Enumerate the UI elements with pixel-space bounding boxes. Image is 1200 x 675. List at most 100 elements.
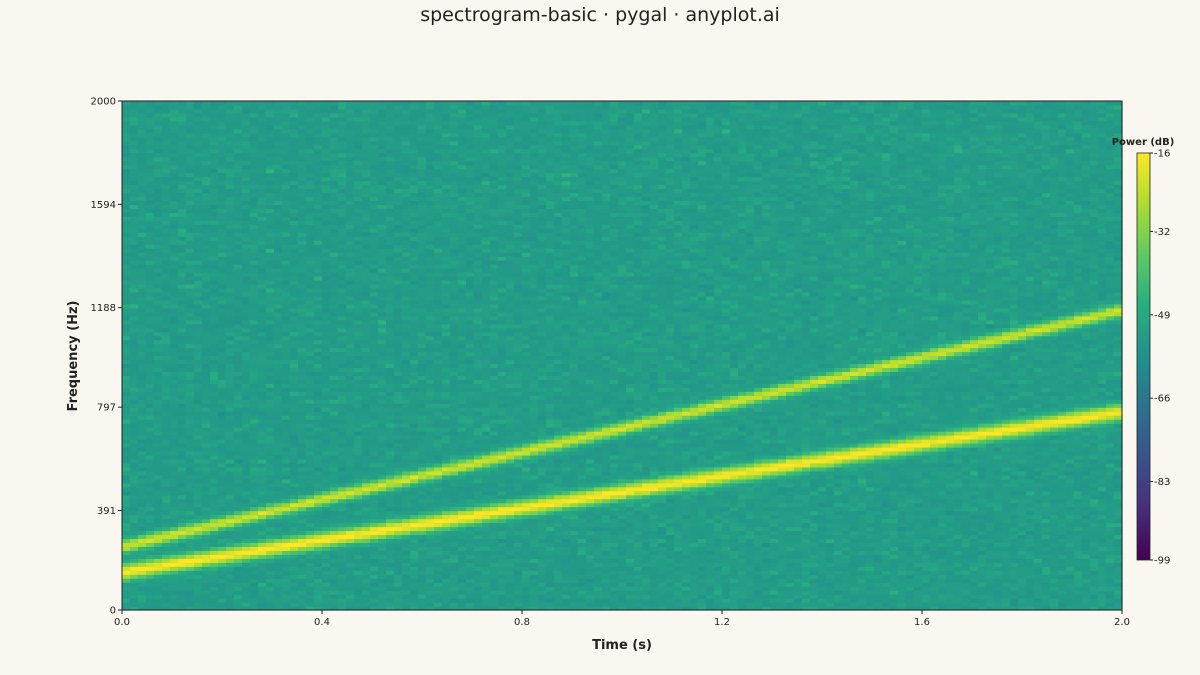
heatmap-cell	[234, 137, 243, 142]
heatmap-cell	[402, 165, 411, 170]
heatmap-cell	[282, 185, 291, 190]
heatmap-cell	[234, 320, 243, 325]
heatmap-cell	[410, 399, 419, 404]
heatmap-cell	[346, 523, 355, 528]
heatmap-cell	[426, 185, 435, 190]
heatmap-cell	[402, 471, 411, 476]
heatmap-cell	[394, 526, 403, 531]
heatmap-cell	[234, 459, 243, 464]
heatmap-cell	[258, 435, 267, 440]
heatmap-cell	[314, 280, 323, 285]
heatmap-cell	[258, 423, 267, 428]
heatmap-cell	[170, 475, 179, 480]
heatmap-cell	[202, 582, 211, 587]
heatmap-cell	[202, 487, 211, 492]
heatmap-cell	[290, 455, 299, 460]
heatmap-cell	[122, 344, 131, 349]
heatmap-cell	[138, 256, 147, 261]
heatmap-cell	[250, 109, 259, 114]
heatmap-cell	[210, 129, 219, 134]
heatmap-cell	[426, 451, 435, 456]
heatmap-cell	[370, 511, 379, 516]
heatmap-cell	[154, 200, 163, 205]
heatmap-cell	[306, 439, 315, 444]
heatmap-cell	[346, 499, 355, 504]
heatmap-cell	[210, 447, 219, 452]
heatmap-cell	[426, 602, 435, 607]
heatmap-cell	[282, 515, 291, 520]
heatmap-cell	[154, 177, 163, 182]
heatmap-cell	[146, 177, 155, 182]
heatmap-cell	[314, 105, 323, 110]
heatmap-cell	[226, 165, 235, 170]
heatmap-cell	[122, 574, 131, 579]
heatmap-cell	[354, 415, 363, 420]
heatmap-cell	[154, 336, 163, 341]
heatmap-cell	[370, 177, 379, 182]
heatmap-cell	[242, 133, 251, 138]
heatmap-cell	[202, 526, 211, 531]
heatmap-cell	[338, 145, 347, 150]
heatmap-cell	[218, 284, 227, 289]
heatmap-cell	[170, 459, 179, 464]
heatmap-cell	[146, 598, 155, 603]
heatmap-cell	[274, 399, 283, 404]
heatmap-cell	[354, 590, 363, 595]
heatmap-cell	[122, 161, 131, 166]
heatmap-cell	[306, 137, 315, 142]
heatmap-cell	[122, 185, 131, 190]
heatmap-cell	[314, 395, 323, 400]
heatmap-cell	[218, 530, 227, 535]
heatmap-cell	[210, 371, 219, 376]
heatmap-cell	[170, 105, 179, 110]
heatmap-cell	[362, 423, 371, 428]
heatmap-cell	[402, 276, 411, 281]
heatmap-cell	[330, 550, 339, 555]
heatmap-cell	[410, 177, 419, 182]
heatmap-cell	[226, 292, 235, 297]
heatmap-cell	[330, 367, 339, 372]
heatmap-cell	[394, 145, 403, 150]
heatmap-cell	[298, 228, 307, 233]
heatmap-cell	[402, 558, 411, 563]
heatmap-cell	[130, 169, 139, 174]
heatmap-cell	[250, 256, 259, 261]
heatmap-cell	[354, 161, 363, 166]
heatmap-cell	[146, 566, 155, 571]
heatmap-cell	[298, 562, 307, 567]
heatmap-cell	[338, 479, 347, 484]
heatmap-cell	[306, 526, 315, 531]
heatmap-cell	[242, 185, 251, 190]
heatmap-cell	[354, 121, 363, 126]
heatmap-cell	[306, 220, 315, 225]
heatmap-cell	[170, 359, 179, 364]
heatmap-cell	[146, 165, 155, 170]
heatmap-cell	[370, 296, 379, 301]
heatmap-cell	[370, 232, 379, 237]
heatmap-cell	[298, 598, 307, 603]
heatmap-cell	[226, 574, 235, 579]
heatmap-cell	[178, 276, 187, 281]
heatmap-cell	[298, 308, 307, 313]
heatmap-cell	[394, 324, 403, 329]
heatmap-cell	[378, 463, 387, 468]
heatmap-cell	[378, 598, 387, 603]
heatmap-cell	[202, 534, 211, 539]
heatmap-cell	[402, 411, 411, 416]
heatmap-cell	[210, 467, 219, 472]
heatmap-cell	[418, 149, 427, 154]
heatmap-cell	[218, 439, 227, 444]
heatmap-cell	[290, 491, 299, 496]
heatmap-cell	[362, 542, 371, 547]
heatmap-cell	[210, 344, 219, 349]
heatmap-cell	[202, 165, 211, 170]
heatmap-cell	[250, 554, 259, 559]
heatmap-cell	[258, 256, 267, 261]
heatmap-cell	[298, 141, 307, 146]
heatmap-cell	[426, 435, 435, 440]
heatmap-cell	[338, 407, 347, 412]
heatmap-cell	[186, 375, 195, 380]
heatmap-cell	[274, 316, 283, 321]
heatmap-cell	[346, 546, 355, 551]
heatmap-cell	[210, 157, 219, 162]
